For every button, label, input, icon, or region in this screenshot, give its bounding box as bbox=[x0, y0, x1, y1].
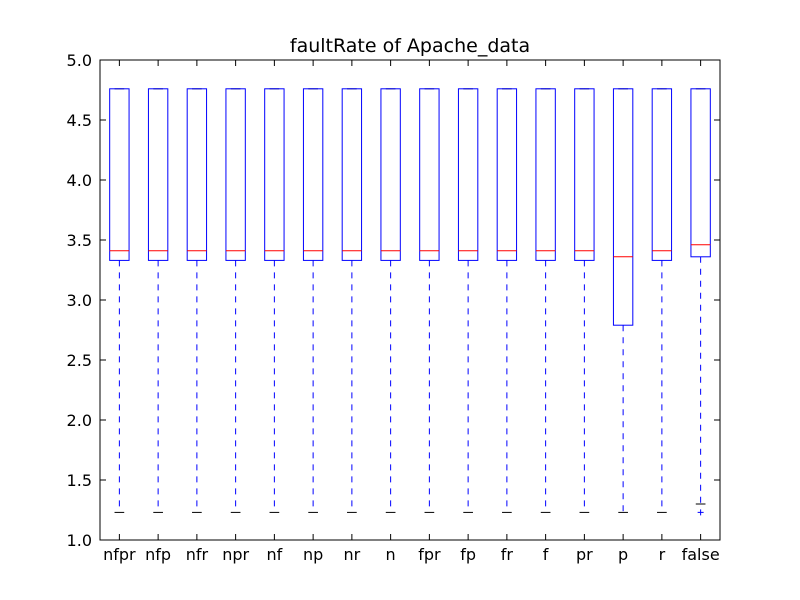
box-body bbox=[264, 88, 285, 261]
box-pr bbox=[574, 88, 595, 513]
plot-frame bbox=[99, 59, 721, 541]
y-axis: 1.0 1.5 2.0 2.5 3.0 3.5 4.0 4.5 5.0 bbox=[67, 51, 720, 550]
y-tick-label: 3.0 bbox=[67, 291, 92, 310]
box-body bbox=[109, 88, 130, 261]
box-nf bbox=[264, 88, 285, 513]
x-tick-label: nfr bbox=[186, 545, 209, 564]
x-tick-label: pr bbox=[576, 545, 593, 564]
box-npr bbox=[225, 88, 246, 513]
box-body bbox=[574, 88, 595, 261]
box-nfp bbox=[147, 88, 169, 513]
x-tick-label: nfpr bbox=[103, 545, 136, 564]
box-body bbox=[186, 88, 208, 261]
chart-title: faultRate of Apache_data bbox=[290, 35, 530, 57]
box-body bbox=[302, 88, 324, 261]
box-body bbox=[147, 88, 169, 261]
x-tick-label: f bbox=[543, 545, 549, 564]
x-tick-label: np bbox=[303, 545, 323, 564]
y-tick-label: 4.0 bbox=[67, 171, 92, 190]
y-tick-label: 4.5 bbox=[67, 111, 92, 130]
box-np bbox=[302, 88, 324, 513]
box-body bbox=[341, 88, 363, 261]
x-tick-label: n bbox=[386, 545, 396, 564]
box-p bbox=[612, 88, 634, 513]
box-nr bbox=[341, 88, 363, 513]
box-fp bbox=[457, 88, 479, 513]
box-body bbox=[535, 88, 556, 261]
x-tick-label: npr bbox=[222, 545, 249, 564]
box-nfr bbox=[186, 88, 208, 513]
x-tick-label: fpr bbox=[418, 545, 441, 564]
box-body bbox=[612, 88, 634, 326]
box-body bbox=[457, 88, 479, 261]
x-tick-label: nr bbox=[344, 545, 361, 564]
x-tick-label: fp bbox=[460, 545, 476, 564]
x-tick-label: p bbox=[618, 545, 628, 564]
box-body bbox=[419, 88, 440, 261]
box-false bbox=[690, 88, 711, 516]
y-tick-label: 2.0 bbox=[67, 411, 92, 430]
box-fr bbox=[496, 88, 518, 513]
x-tick-label: fr bbox=[501, 545, 514, 564]
box-body bbox=[496, 88, 518, 261]
box-f bbox=[535, 88, 556, 513]
box-r bbox=[651, 88, 673, 513]
y-tick-label: 3.5 bbox=[67, 231, 92, 250]
y-tick-label: 5.0 bbox=[67, 51, 92, 70]
x-tick-label: nf bbox=[266, 545, 282, 564]
box-body bbox=[690, 88, 711, 258]
flier-point bbox=[697, 509, 704, 516]
x-tick-label: nfp bbox=[145, 545, 171, 564]
box-nfpr bbox=[109, 88, 130, 513]
plot-marks bbox=[109, 88, 711, 516]
box-fpr bbox=[419, 88, 440, 513]
x-tick-label: false bbox=[682, 545, 720, 564]
y-tick-label: 1.0 bbox=[67, 531, 92, 550]
box-body bbox=[380, 88, 401, 261]
x-axis: nfpr nfp nfr npr nf np nr n fpr fp fr f pr p r false bbox=[103, 60, 720, 564]
x-tick-label: r bbox=[659, 545, 666, 564]
box-n bbox=[380, 88, 401, 513]
y-tick-label: 2.5 bbox=[67, 351, 92, 370]
box-body bbox=[651, 88, 673, 261]
box-body bbox=[225, 88, 246, 261]
y-tick-label: 1.5 bbox=[67, 471, 92, 490]
